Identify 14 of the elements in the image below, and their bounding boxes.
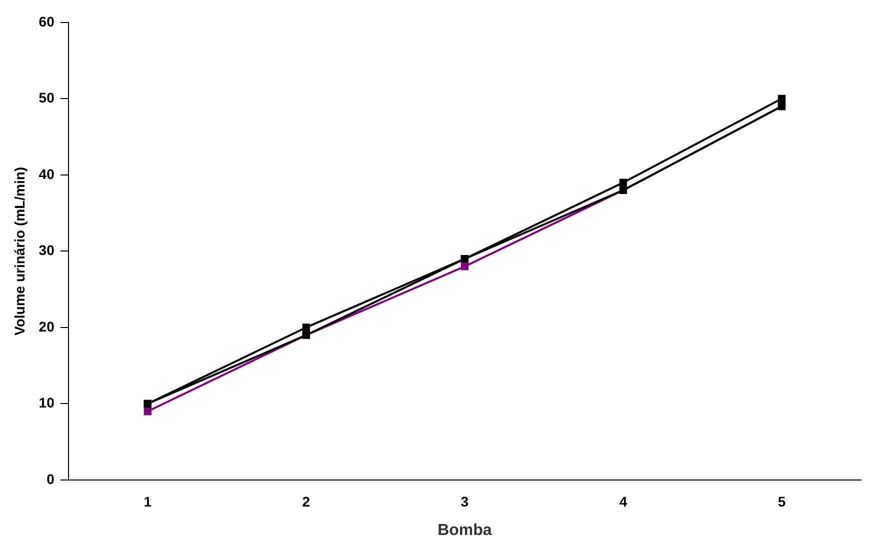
y-axis-title: Volume urinário (mL/min)	[11, 166, 28, 336]
y-tick-label: 10	[38, 394, 55, 411]
y-tick-label: 0	[46, 470, 55, 487]
y-tick-label: 40	[38, 166, 55, 182]
x-tick-label: 3	[460, 493, 469, 510]
y-tick-label: 50	[38, 90, 55, 106]
y-tick-label: 30	[38, 242, 55, 258]
y-tick-label: 60	[38, 13, 55, 30]
x-tick-label: 1	[144, 493, 152, 510]
x-tick-label: 2	[302, 493, 310, 510]
x-tick-label: 5	[778, 493, 786, 510]
y-tick-label: 20	[38, 318, 55, 334]
x-axis-title: Bomba	[438, 522, 492, 539]
x-tick-label: 4	[619, 493, 628, 510]
